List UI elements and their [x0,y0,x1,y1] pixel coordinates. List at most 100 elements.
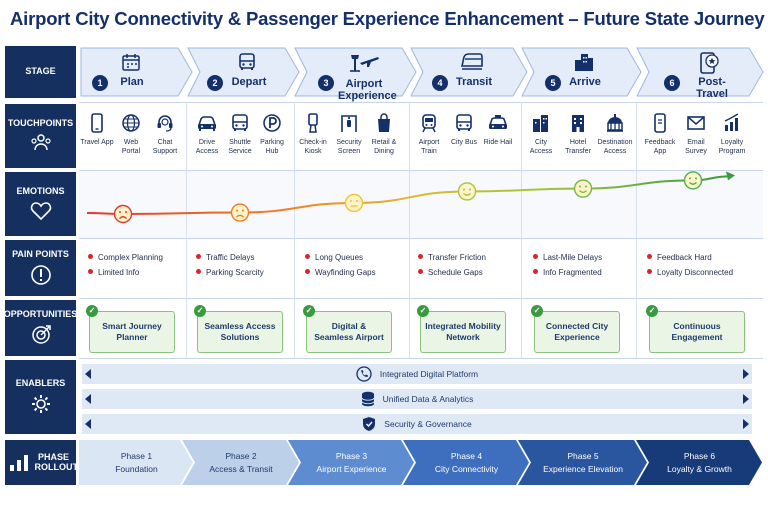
check-icon: ✓ [646,305,658,317]
target-icon [31,325,51,345]
gear-icon [31,395,50,414]
phase-chevron-shape [403,440,529,485]
opportunity-card: Digital & Seamless Airport [306,311,392,353]
envelope-icon [687,116,705,130]
phone-ring-icon [356,366,372,382]
opportunity-card: Integrated Mobility Network [420,311,506,353]
touchpoint-label: Drive Access [195,139,219,155]
phase-name: Experience Elevation [543,464,623,475]
opportunity-card: Connected City Experience [534,311,620,353]
pain-point: Transfer Friction [418,253,486,262]
phase-2: Phase 2 Access & Transit [182,440,300,485]
pain-point: Long Queues [305,253,363,262]
phase-chevron-shape [182,440,299,485]
row-label-phase-rollout: PHASE ROLLOUT [5,440,79,485]
touchpoint-label: Security Screen [336,139,362,155]
phase-4: Phase 4 City Connectivity [403,440,530,485]
enabler-label: Integrated Digital Platform [379,369,479,379]
emotion-face-smile-icon [457,182,477,201]
touchpoint-label: Loyalty Program [718,139,746,155]
emotion-face-frown-icon [113,204,133,224]
globe-icon [122,114,140,132]
touchpoint-label: Airport Train [418,139,440,155]
enabler-label: Unified Data & Analytics [382,394,474,404]
pain-point: Traffic Delays [196,253,254,262]
touchpoint-label: Destination Access [597,139,633,155]
alert-circle-icon [30,265,51,286]
column-divider [521,102,522,358]
taxi-icon [488,115,508,129]
emotion-face-frown-icon [230,203,250,222]
train-icon [422,114,436,133]
bus-icon [232,114,248,131]
phase-title: Phase 4 [450,451,483,461]
stage-label: Post-Travel [696,76,728,100]
row-label-touchpoints-text: TOUCHPOINTS [7,117,74,128]
touchpoint-label: City Bus [450,139,478,146]
row-label-pain-points: PAIN POINTS [5,240,76,296]
touchpoint-travel-app: Travel App [80,113,114,148]
row-label-stage: STAGE [5,46,76,98]
stage-chevron-shape [80,47,193,97]
check-icon: ✓ [303,305,315,317]
enabler-integrated-digital-platform: Integrated Digital Platform [82,364,752,384]
row-label-phase-rollout-text: PHASE ROLLOUT [34,451,79,472]
phase-chevron-shape [79,440,193,485]
stage-label: Arrive [569,76,601,88]
emotion-arrowhead [726,171,735,181]
touchpoint-city-access: City Access [524,113,558,157]
touchpoint-label: Ride Hail [483,139,513,146]
check-icon: ✓ [194,305,206,317]
touchpoint-chat-support: Chat Support [148,113,182,157]
security-gate-icon [341,115,357,132]
row-label-emotions: EMOTIONS [5,172,76,236]
touchpoint-retail-dining: Retail & Dining [367,113,401,157]
enabler-label: Security & Governance [384,419,472,429]
touchpoint-check-in-kiosk: Check-in Kiosk [296,113,330,157]
emotions-row [79,170,763,238]
phase-title: Phase 3 [335,451,368,461]
enabler-unified-data-analytics: Unified Data & Analytics [82,389,752,409]
touchpoint-loyalty-program: Loyalty Program [715,113,749,157]
phase-title: Phase 5 [567,451,599,461]
check-icon: ✓ [86,305,98,317]
car-icon [197,116,217,131]
phase-name: City Connectivity [434,464,499,475]
bus-icon [456,114,472,131]
headset-icon [157,115,173,132]
touchpoint-security-screen: Security Screen [332,113,366,157]
touchpoint-email-survey: Email Survey [679,113,713,157]
arrow-left-icon [85,369,91,379]
stage-number: 3 [318,75,334,91]
hotel-icon [572,115,584,132]
pain-point: Limited Info [88,268,139,277]
column-divider [294,102,295,358]
touchpoint-label: Hotel Transfer [565,139,591,155]
stage-airport-experience: 3 Airport Experience [294,47,417,101]
row-label-pain-points-text: PAIN POINTS [12,248,69,259]
touchpoint-label: Email Survey [685,139,707,155]
column-divider [186,102,187,358]
stage-number: 1 [92,75,108,91]
phase-name: Foundation [115,464,158,475]
landmark-icon [607,114,623,132]
phone-icon [654,113,666,133]
shopping-bag-icon [378,113,390,132]
bar-chart-icon [9,454,28,471]
stage-arrive: 5 Arrive [521,47,642,97]
people-group-icon [30,134,51,151]
touchpoint-destination-access: Destination Access [595,113,635,157]
kiosk-icon [308,113,318,133]
emotion-face-smile-icon [683,171,703,190]
touchpoint-web-portal: Web Portal [114,113,148,157]
phase-title: Phase 1 [120,451,153,461]
stage-label: Plan [120,76,144,88]
touchpoint-drive-access: Drive Access [190,113,224,157]
column-divider [409,102,410,358]
stage-label: Airport Experience [338,78,397,102]
pain-point: Info Fragmented [533,268,602,277]
pain-point: Last-Mile Delays [533,253,602,262]
phase-5: Phase 5 Experience Elevation [518,440,648,485]
touchpoint-label: City Access [529,139,553,155]
row-label-opportunities-text: OPPORTUNITIES [3,308,78,319]
